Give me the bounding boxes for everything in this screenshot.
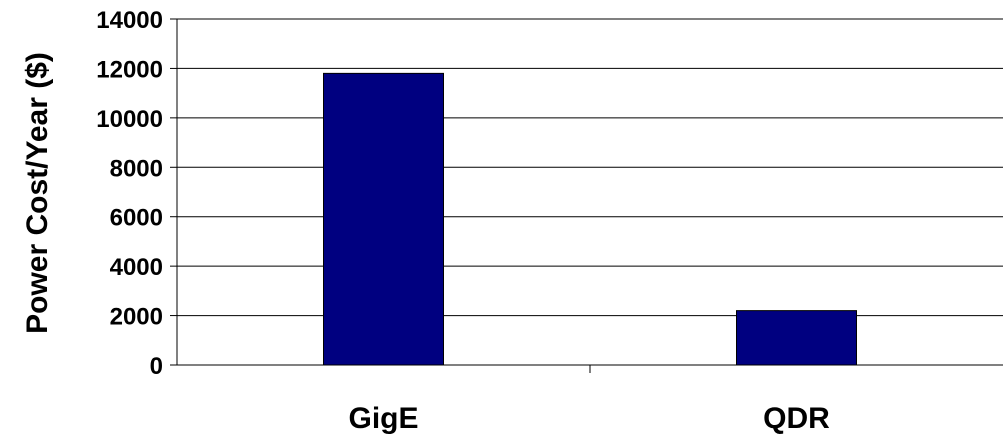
category-label-gige: GigE (348, 402, 418, 435)
y-tick-label: 10000 (96, 106, 163, 133)
y-tick-label: 14000 (96, 7, 163, 34)
y-axis-title: Power Cost/Year ($) (21, 52, 54, 334)
bar-gige (323, 72, 444, 366)
bar-qdr (736, 310, 857, 366)
y-tick-label: 6000 (110, 205, 163, 232)
y-tick-label: 8000 (110, 155, 163, 182)
bars (323, 72, 857, 366)
y-tick-label: 0 (150, 353, 163, 380)
y-tick-label: 4000 (110, 254, 163, 281)
axes (170, 18, 1003, 373)
gridlines (177, 18, 1003, 317)
y-tick-labels: 0 2000 4000 6000 8000 10000 12000 14000 (96, 7, 163, 380)
category-label-qdr: QDR (763, 402, 830, 435)
y-tick-label: 2000 (110, 304, 163, 331)
category-labels: GigE QDR (348, 402, 830, 435)
y-tick-label: 12000 (96, 56, 163, 83)
